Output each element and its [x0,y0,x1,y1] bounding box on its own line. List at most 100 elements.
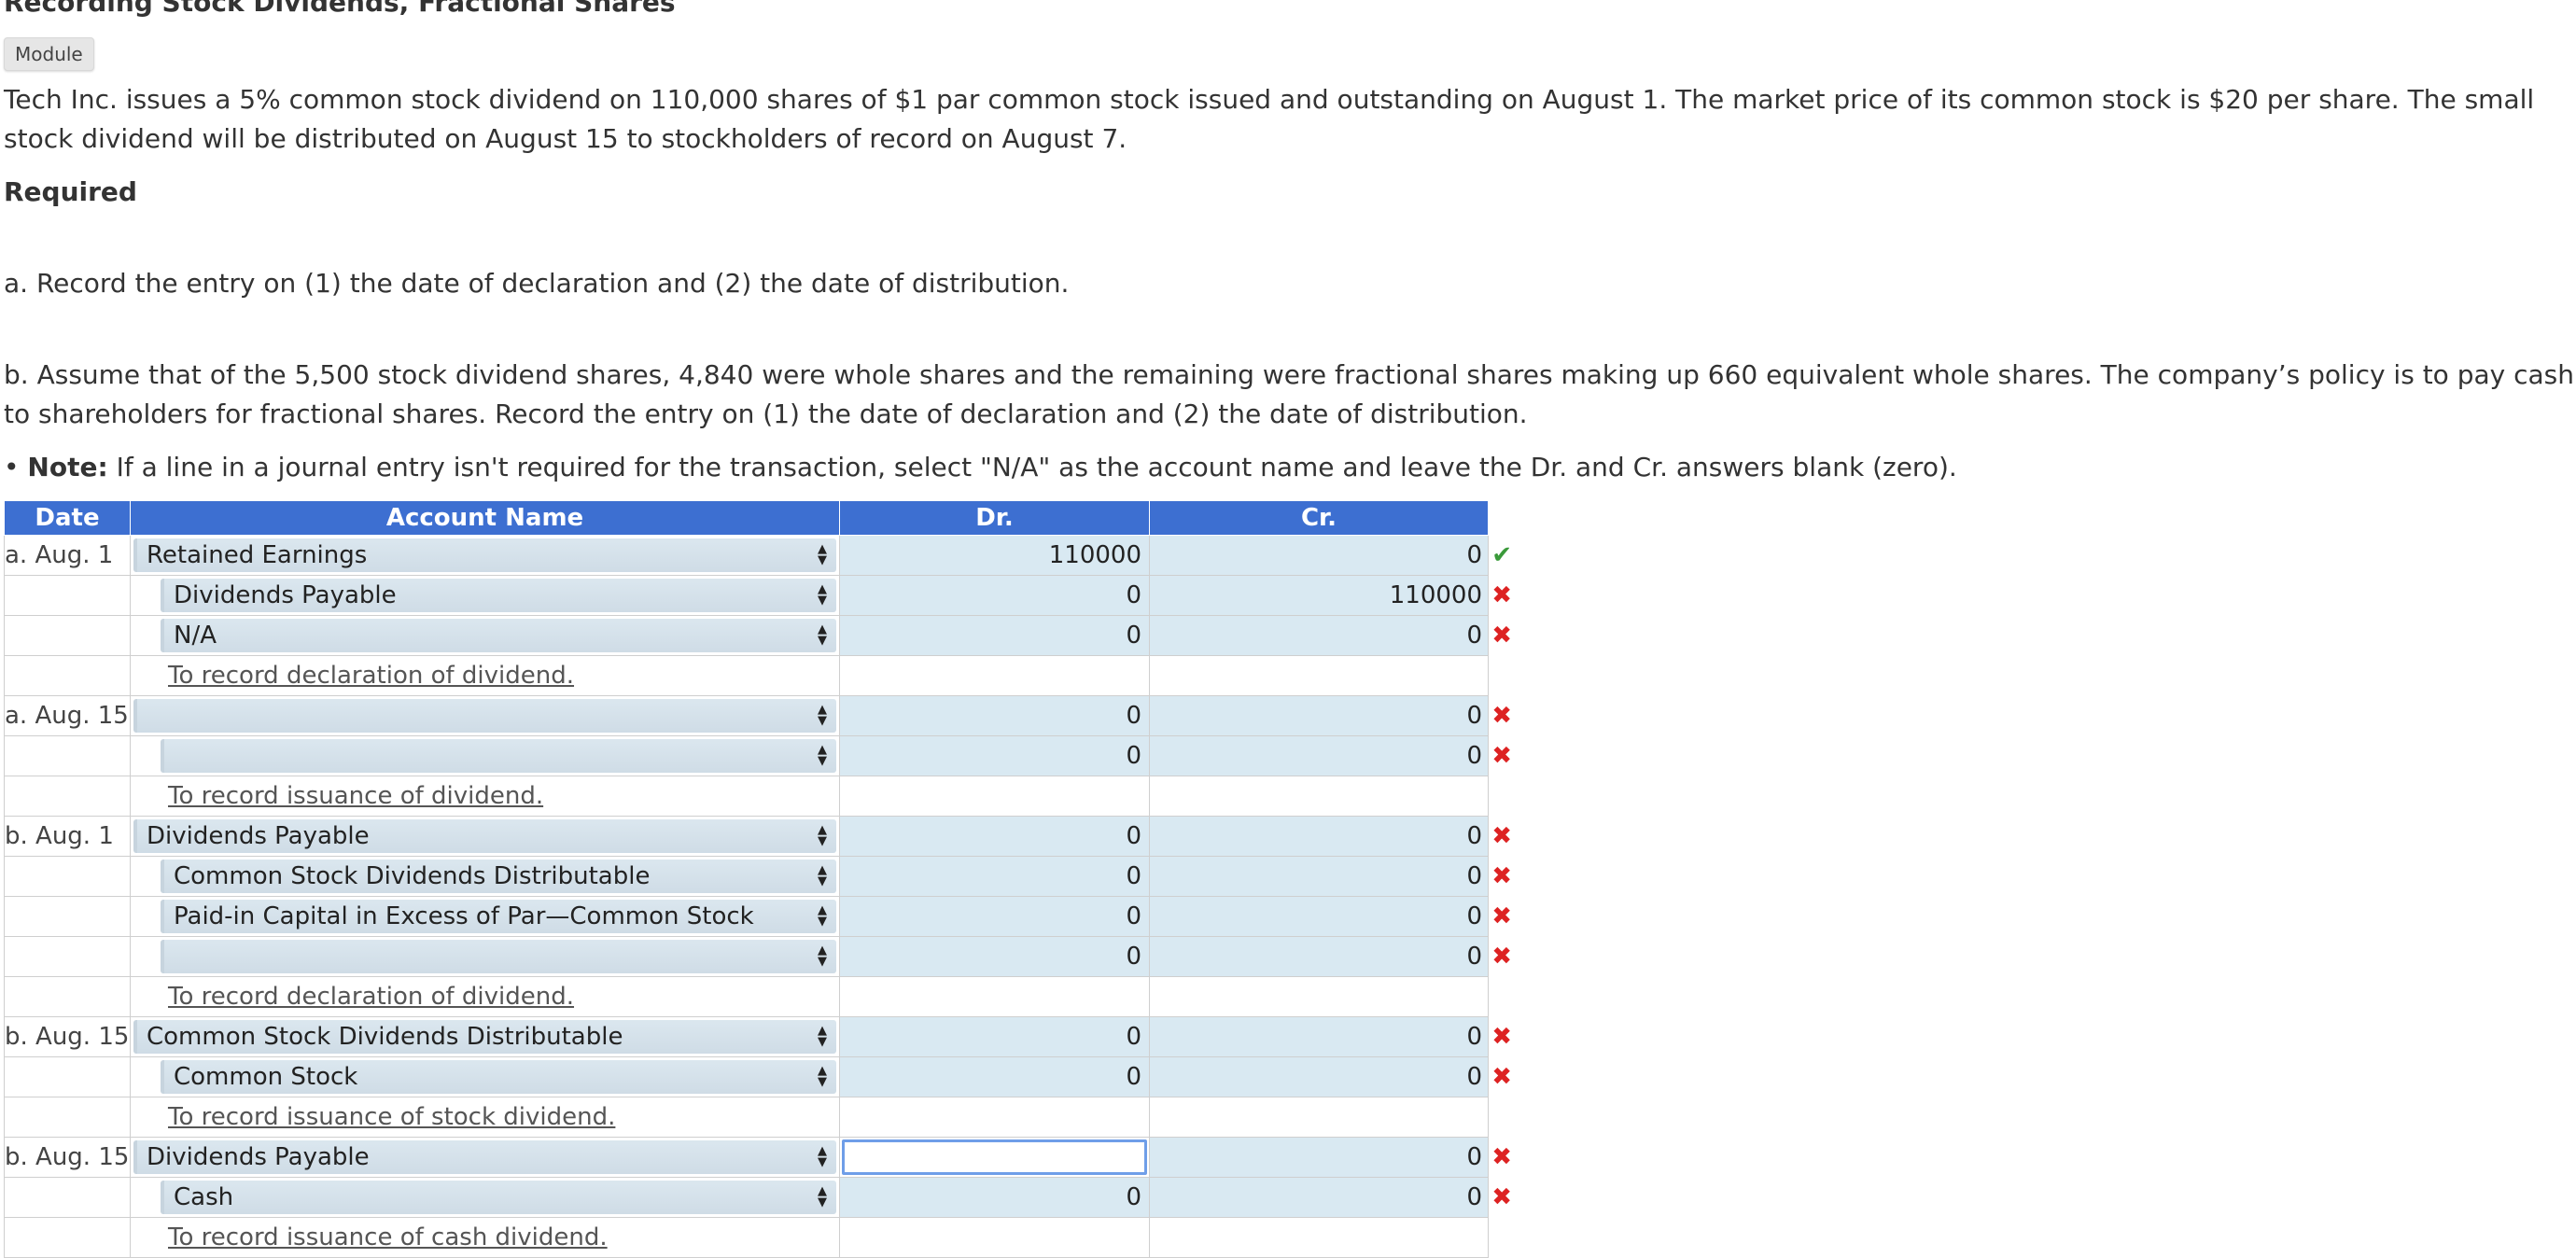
date-cell [4,1177,131,1218]
account-select[interactable]: N/A ▲ ▼ [161,619,836,652]
intro-text: Tech Inc. issues a 5% common stock divid… [4,84,2535,154]
journal-body: a. Aug. 1 Retained Earnings ▲ ▼ 110000 0 ✔ Divi… [4,535,1512,1258]
cr-cell: 0 ✖ [1149,735,1512,776]
cross-icon: ✖ [1491,943,1512,971]
account-select[interactable]: Common Stock ▲ ▼ [161,1060,836,1094]
select-arrows-icon: ▲ ▼ [818,944,827,969]
journal-row: ▲ ▼ 0 0 ✖ [4,735,1512,776]
account-select[interactable]: Dividends Payable ▲ ▼ [133,819,836,853]
account-select[interactable]: Cash ▲ ▼ [161,1181,836,1214]
account-select[interactable]: Common Stock Dividends Distributable ▲ ▼ [161,860,836,893]
account-cell: ▲ ▼ [130,695,840,736]
dr-input[interactable]: 0 [1126,742,1141,770]
cr-input[interactable]: 0 [1466,541,1482,569]
cr-input[interactable]: 0 [1466,1183,1482,1211]
memo-dr-cell [839,1097,1150,1138]
dr-input[interactable]: 110000 [1048,541,1141,569]
cr-input[interactable]: 0 [1466,742,1482,770]
dr-input[interactable]: 0 [1126,581,1141,609]
dr-input[interactable]: 0 [1126,943,1141,971]
account-select[interactable]: Dividends Payable ▲ ▼ [133,1140,836,1174]
account-cell: Paid-in Capital in Excess of Par—Common … [130,896,840,937]
cr-input[interactable]: 0 [1466,622,1482,650]
date-cell: a. Aug. 15 [4,695,131,736]
dr-input[interactable]: 0 [1126,1183,1141,1211]
part-a-text: a. Record the entry on (1) the date of d… [4,268,1070,299]
memo-cell: To record issuance of stock dividend. [130,1097,840,1138]
cr-input[interactable]: 0 [1466,1143,1482,1171]
select-arrows-icon: ▲ ▼ [818,1144,827,1169]
account-select[interactable]: Paid-in Capital in Excess of Par—Common … [161,900,836,933]
dr-input[interactable] [842,1139,1147,1175]
dr-cell: 0 [839,856,1150,897]
account-select-value: Retained Earnings [147,541,368,569]
account-select[interactable]: Dividends Payable ▲ ▼ [161,579,836,612]
cr-input[interactable]: 0 [1466,943,1482,971]
cross-icon: ✖ [1491,622,1512,650]
account-select[interactable]: ▲ ▼ [133,699,836,733]
memo-cr-cell [1149,655,1489,696]
memo-dr-cell [839,776,1150,817]
cross-icon: ✖ [1491,822,1512,850]
account-cell: Common Stock ▲ ▼ [130,1056,840,1097]
account-cell: Common Stock Dividends Distributable ▲ ▼ [130,856,840,897]
cr-input[interactable]: 0 [1466,862,1482,890]
dr-input[interactable]: 0 [1126,702,1141,730]
module-button[interactable]: Module [4,37,94,71]
dr-input[interactable]: 0 [1126,1063,1141,1091]
dr-cell: 0 [839,575,1150,616]
dr-cell: 0 [839,936,1150,977]
cr-cell: 0 ✖ [1149,896,1512,937]
dr-input[interactable]: 0 [1126,862,1141,890]
cr-input[interactable]: 0 [1466,1023,1482,1051]
cr-input[interactable]: 110000 [1389,581,1482,609]
journal-row: N/A ▲ ▼ 0 0 ✖ [4,615,1512,656]
select-arrows-icon: ▲ ▼ [818,743,827,768]
memo-date-cell [4,1217,131,1258]
date-cell: b. Aug. 15 [4,1137,131,1178]
dr-input[interactable]: 0 [1126,902,1141,930]
dr-cell [839,1137,1150,1178]
page-title: Recording Stock Dividends, Fractional Sh… [4,0,676,18]
account-select[interactable]: ▲ ▼ [161,739,836,773]
select-arrows-icon: ▲ ▼ [818,903,827,929]
part-b-text: b. Assume that of the 5,500 stock divide… [4,359,2574,429]
memo-text: To record declaration of dividend. [168,662,575,690]
dr-input[interactable]: 0 [1126,1023,1141,1051]
memo-date-cell [4,776,131,817]
cross-icon: ✖ [1491,1143,1512,1171]
select-arrows-icon: ▲ ▼ [818,622,827,648]
dr-cell: 110000 [839,535,1150,576]
date-cell: b. Aug. 15 [4,1016,131,1057]
select-arrows-icon: ▲ ▼ [818,863,827,888]
select-arrows-icon: ▲ ▼ [818,823,827,848]
journal-row: Common Stock ▲ ▼ 0 0 ✖ [4,1056,1512,1097]
memo-cr-cell [1149,776,1489,817]
header-cr: Cr. [1149,500,1489,536]
date-cell: b. Aug. 1 [4,816,131,857]
account-cell: Retained Earnings ▲ ▼ [130,535,840,576]
dr-input[interactable]: 0 [1126,622,1141,650]
account-select[interactable]: Retained Earnings ▲ ▼ [133,538,836,572]
dr-input[interactable]: 0 [1126,822,1141,850]
cr-cell: 0 ✖ [1149,856,1512,897]
cr-input[interactable]: 0 [1466,902,1482,930]
cr-cell: 0 ✖ [1149,1056,1512,1097]
dr-cell: 0 [839,896,1150,937]
cr-input[interactable]: 0 [1466,822,1482,850]
account-select-value: Common Stock Dividends Distributable [147,1023,623,1051]
cr-cell: 0 ✔ [1149,535,1512,576]
cr-input[interactable]: 0 [1466,702,1482,730]
memo-cr-cell [1149,976,1489,1017]
cr-input[interactable]: 0 [1466,1063,1482,1091]
memo-cell: To record issuance of dividend. [130,776,840,817]
cross-icon: ✖ [1491,581,1512,609]
journal-row: a. Aug. 15 ▲ ▼ 0 0 ✖ [4,695,1512,736]
note-text: • Note: If a line in a journal entry isn… [4,448,1957,487]
account-select-value: Dividends Payable [174,581,397,609]
date-cell [4,615,131,656]
account-select[interactable]: ▲ ▼ [161,940,836,973]
account-select[interactable]: Common Stock Dividends Distributable ▲ ▼ [133,1020,836,1054]
journal-row: b. Aug. 15 Common Stock Dividends Distrib… [4,1016,1512,1057]
